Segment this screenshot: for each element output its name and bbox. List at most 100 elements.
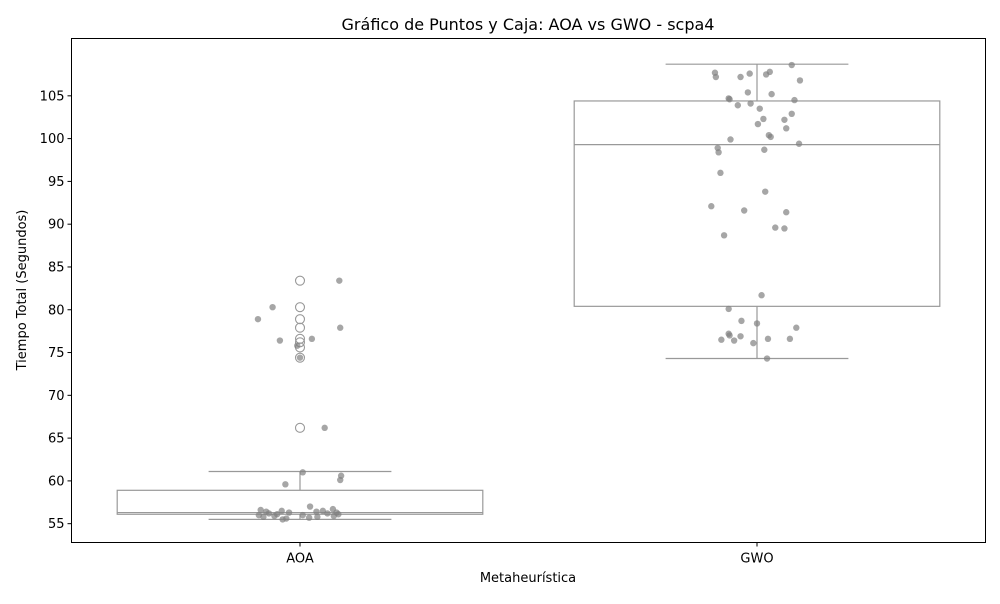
data-point <box>767 133 774 141</box>
data-point <box>314 513 321 521</box>
data-point <box>760 115 767 123</box>
data-point <box>764 335 772 343</box>
data-point <box>786 335 794 343</box>
data-point <box>324 510 331 517</box>
y-tick-label: 90 <box>48 218 65 233</box>
data-point <box>725 305 732 313</box>
data-point <box>744 89 752 96</box>
data-point <box>753 320 761 327</box>
y-tick-label: 70 <box>48 389 65 404</box>
data-point <box>730 337 738 344</box>
data-point <box>282 481 289 488</box>
y-tick-label: 65 <box>48 432 65 447</box>
data-point <box>305 514 313 521</box>
box-aoa <box>116 275 484 520</box>
data-point <box>708 203 715 210</box>
data-point <box>737 73 744 81</box>
y-axis: 55 60 65 70 75 80 85 90 95 100 105 <box>40 89 72 532</box>
x-axis: AOA GWO <box>286 542 774 567</box>
box-gwo <box>573 63 941 360</box>
data-point <box>754 120 762 128</box>
data-point <box>265 510 273 517</box>
data-point <box>762 188 769 195</box>
data-point <box>257 506 264 514</box>
data-point <box>734 102 742 109</box>
points-gwo <box>708 61 804 362</box>
points-aoa <box>254 277 345 523</box>
x-axis-label: Metaheurística <box>480 571 576 586</box>
data-point <box>278 507 285 515</box>
data-point <box>727 136 734 143</box>
y-tick-label: 100 <box>40 132 65 147</box>
y-tick-label: 80 <box>48 303 65 318</box>
y-tick-label: 85 <box>48 260 65 275</box>
data-point <box>306 503 314 510</box>
box-body <box>573 100 941 307</box>
data-point <box>294 342 301 349</box>
y-tick-label: 95 <box>48 175 65 190</box>
data-point <box>791 96 798 104</box>
data-point <box>772 224 779 231</box>
y-tick-label: 55 <box>48 517 65 532</box>
outlier-marker <box>294 322 306 333</box>
data-point <box>717 169 724 177</box>
data-point <box>783 209 790 216</box>
outlier-marker <box>294 302 306 313</box>
data-point <box>271 512 278 520</box>
outlier-marker <box>294 275 306 286</box>
data-point <box>321 424 328 432</box>
data-point <box>746 70 753 77</box>
y-tick-label: 105 <box>40 89 65 104</box>
data-point <box>269 303 276 311</box>
box-body <box>116 489 484 515</box>
data-point <box>756 105 763 112</box>
data-point <box>761 146 768 153</box>
data-point <box>738 317 745 325</box>
data-point <box>726 96 733 103</box>
data-point <box>285 509 293 516</box>
data-point <box>741 207 748 214</box>
data-point <box>758 292 765 299</box>
data-point <box>726 332 733 339</box>
chart-title: Gráfico de Puntos y Caja: AOA vs GWO - s… <box>342 15 715 34</box>
data-point <box>299 469 306 476</box>
data-point <box>715 149 722 156</box>
data-point <box>308 335 316 343</box>
data-point <box>783 125 790 132</box>
plot-frame <box>71 38 986 543</box>
data-point <box>254 315 262 323</box>
outlier-marker <box>294 422 306 433</box>
data-point <box>330 512 338 520</box>
y-tick-label: 60 <box>48 474 65 489</box>
y-tick-label: 75 <box>48 346 65 361</box>
data-point <box>750 339 757 347</box>
data-point <box>712 73 720 81</box>
data-point <box>720 232 728 239</box>
data-point <box>781 116 788 123</box>
data-point <box>276 337 284 344</box>
data-point <box>768 90 775 98</box>
data-point <box>279 516 286 523</box>
data-point <box>260 513 267 521</box>
data-point <box>793 324 800 331</box>
data-point <box>336 277 343 284</box>
data-point <box>796 77 804 84</box>
data-point <box>299 511 306 519</box>
data-point <box>296 354 304 361</box>
data-point <box>788 110 795 118</box>
outlier-marker <box>294 314 306 325</box>
data-point <box>337 324 344 331</box>
plot-area <box>116 61 941 523</box>
data-point <box>781 225 788 232</box>
data-point <box>762 71 770 78</box>
data-point <box>313 508 320 515</box>
data-point <box>718 336 725 343</box>
x-tick-label: AOA <box>286 552 314 567</box>
data-point <box>788 61 795 69</box>
data-point <box>763 355 771 362</box>
outlier-marker <box>294 352 306 363</box>
y-axis-label: Tiempo Total (Segundos) <box>15 210 30 372</box>
x-tick-label: GWO <box>740 552 773 567</box>
